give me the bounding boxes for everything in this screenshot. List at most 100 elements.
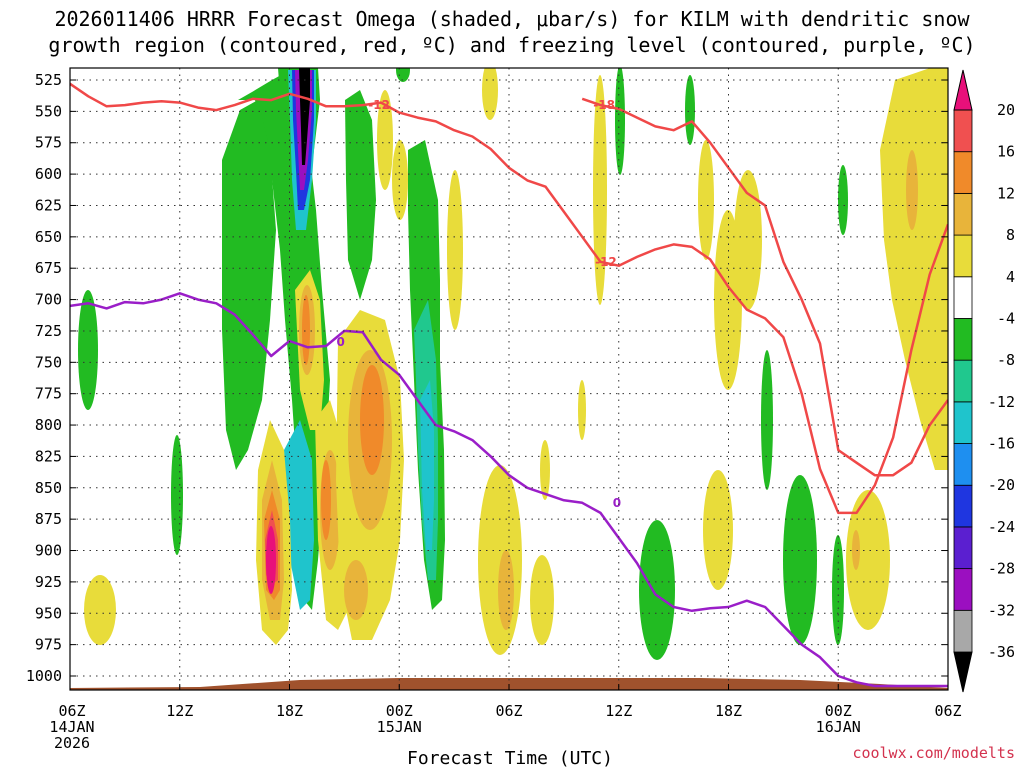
contour-label-m12-a: -12 [368,98,390,112]
y-tick-label-725: 725 [35,322,62,340]
colorbar-bin-2 [953,526,973,570]
ascent-blob-c [615,68,625,175]
ascent-blob-h [783,475,817,645]
y-tick-label-625: 625 [35,196,62,214]
ascent-blob-j [838,165,848,235]
ascent-region-green-2 [345,90,376,300]
colorbar-bin-1 [953,568,973,611]
colorbar-bin-5 [953,401,973,444]
colorbar-label-6: -12 [988,393,1015,411]
colorbar-label-0: -36 [988,643,1015,661]
y-tick-label-800: 800 [35,416,62,434]
x-tick-label-6-0: 18Z [715,702,742,720]
descent-blob-yellow-8 [530,555,554,645]
y-tick-label-700: 700 [35,291,62,309]
colorbar-extend-low [953,651,973,693]
chart-title-line-1: 2026011406 HRRR Forecast Omega (shaded, … [54,7,970,31]
descent-blob-yellow-12 [703,470,733,590]
y-tick-label-525: 525 [35,71,62,89]
x-tick-label-8-0: 06Z [934,702,961,720]
chart-title-line-2: growth region (contoured, red, ºC) and f… [48,33,975,57]
ascent-blob-i [832,535,844,645]
ascent-region-green-west [222,100,276,470]
ascent-blob-f [685,75,695,145]
contour-label-0-b: 0 [613,496,621,510]
ascent-blob-d [396,68,410,82]
y-tick-label-850: 850 [35,479,62,497]
plot-area: -12 -12 -18 0 0 [70,68,948,690]
contour-label-m12-b: -12 [595,255,617,269]
contour-label-m18: -18 [593,98,615,112]
y-tick-label-750: 750 [35,353,62,371]
colorbar-bin-11 [953,151,973,194]
colorbar-label-9: 4 [1006,268,1015,286]
ascent-blob-a [78,290,98,410]
descent-blob-yellow-11 [698,140,714,260]
colorbar-label-2: -28 [988,560,1015,578]
x-tick-label-2-0: 18Z [276,702,303,720]
ascent-region-teal-3 [420,380,434,550]
y-tick-label-675: 675 [35,259,62,277]
contour-line-0 [70,82,948,515]
colorbar-label-3: -24 [988,518,1015,536]
ascent-blob-g [761,350,773,490]
descent-blob-yellow-15 [846,490,890,630]
descent-blob-yellow-3 [84,575,116,645]
descent-blob-yellow-1 [377,90,393,190]
colorbar-label-11: 12 [997,184,1015,202]
colorbar-label-4: -20 [988,476,1015,494]
y-tick-label-1000: 1000 [26,667,62,685]
y-tick-label-975: 975 [35,636,62,654]
contour-line-2 [70,292,948,688]
x-tick-label-5-0: 12Z [605,702,632,720]
descent-blob-gold-6 [498,550,514,630]
ascent-region-teal-low [284,420,314,610]
colorbar-bin-9 [953,234,973,278]
descent-region-orange-c [321,460,331,540]
colorbar-extend-high [953,69,973,111]
colorbar-label-13: 20 [997,101,1015,119]
colorbar-bin-7 [953,318,973,361]
ascent-blob-b [171,435,183,555]
y-tick-label-650: 650 [35,228,62,246]
descent-region-orange-b [302,295,310,365]
contour-label-0-a: 0 [337,335,345,349]
x-tick-label-3-0: 00Z [386,702,413,720]
colorbar-bin-0 [953,609,973,653]
y-tick-label-575: 575 [35,134,62,152]
colorbar-bin-12 [953,109,973,153]
x-axis-label: Forecast Time (UTC) [407,748,613,768]
x-tick-label-0-1: 14JAN [49,718,94,736]
y-tick-label-775: 775 [35,385,62,403]
y-tick-label-600: 600 [35,165,62,183]
y-tick-label-825: 825 [35,447,62,465]
descent-max-pink [266,526,276,594]
y-tick-label-925: 925 [35,573,62,591]
descent-blob-gold-east [906,150,918,230]
y-tick-label-950: 950 [35,604,62,622]
descent-blob-yellow-9 [578,380,586,440]
colorbar-bin-6 [953,359,973,403]
x-tick-label-0-2: 2026 [54,734,90,752]
colorbar: -36 -32 -28 -24 -20 -16 -12 -8 -4 4 8 12 16 20 [953,69,1015,693]
colorbar-label-10: 8 [1006,226,1015,244]
colorbar-label-7: -8 [997,351,1015,369]
colorbar-label-8: -4 [997,309,1015,327]
x-tick-label-7-1: 16JAN [816,718,861,736]
x-tick-label-4-0: 06Z [495,702,522,720]
colorbar-bin-10 [953,192,973,236]
colorbar-label-5: -16 [988,435,1015,453]
descent-blob-yellow-4 [447,170,463,330]
colorbar-bin-8 [953,276,973,319]
descent-blob-yellow-14 [734,170,762,310]
contour-line-1 [581,97,948,477]
x-tick-label-3-1: 15JAN [377,718,422,736]
descent-region-orange-d [360,365,384,475]
descent-region-yellow-east [880,68,948,470]
x-tick-label-7-0: 00Z [825,702,852,720]
colorbar-bin-3 [953,484,973,528]
descent-blob-yellow-2 [392,140,408,220]
y-tick-label-900: 900 [35,542,62,560]
